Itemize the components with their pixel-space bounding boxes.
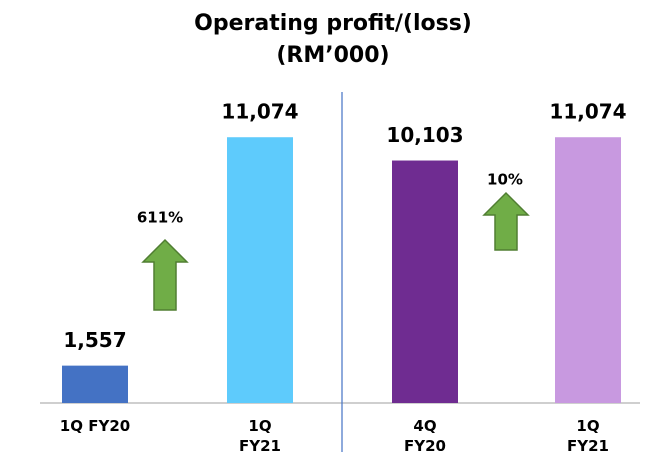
up-arrow bbox=[141, 238, 189, 311]
x-tick-label: 1Q FY21 bbox=[239, 417, 281, 455]
x-tick-label: 4Q FY20 bbox=[404, 417, 446, 455]
annotation: 611% bbox=[137, 209, 183, 227]
value-label: 1,557 bbox=[63, 328, 126, 352]
bar bbox=[555, 137, 621, 403]
chart-title: Operating profit/(loss) bbox=[194, 11, 472, 36]
annotation: 10% bbox=[487, 171, 523, 189]
bar bbox=[227, 137, 293, 403]
x-tick-label: 1Q FY21 bbox=[567, 417, 609, 455]
bar bbox=[62, 365, 128, 403]
value-label: 11,074 bbox=[549, 100, 626, 124]
value-label: 10,103 bbox=[386, 123, 463, 147]
bar bbox=[392, 160, 458, 403]
up-arrow bbox=[482, 191, 530, 251]
x-tick-label: 1Q FY20 bbox=[59, 417, 131, 435]
value-label: 11,074 bbox=[221, 100, 298, 124]
chart-subtitle: (RM’000) bbox=[276, 43, 389, 68]
